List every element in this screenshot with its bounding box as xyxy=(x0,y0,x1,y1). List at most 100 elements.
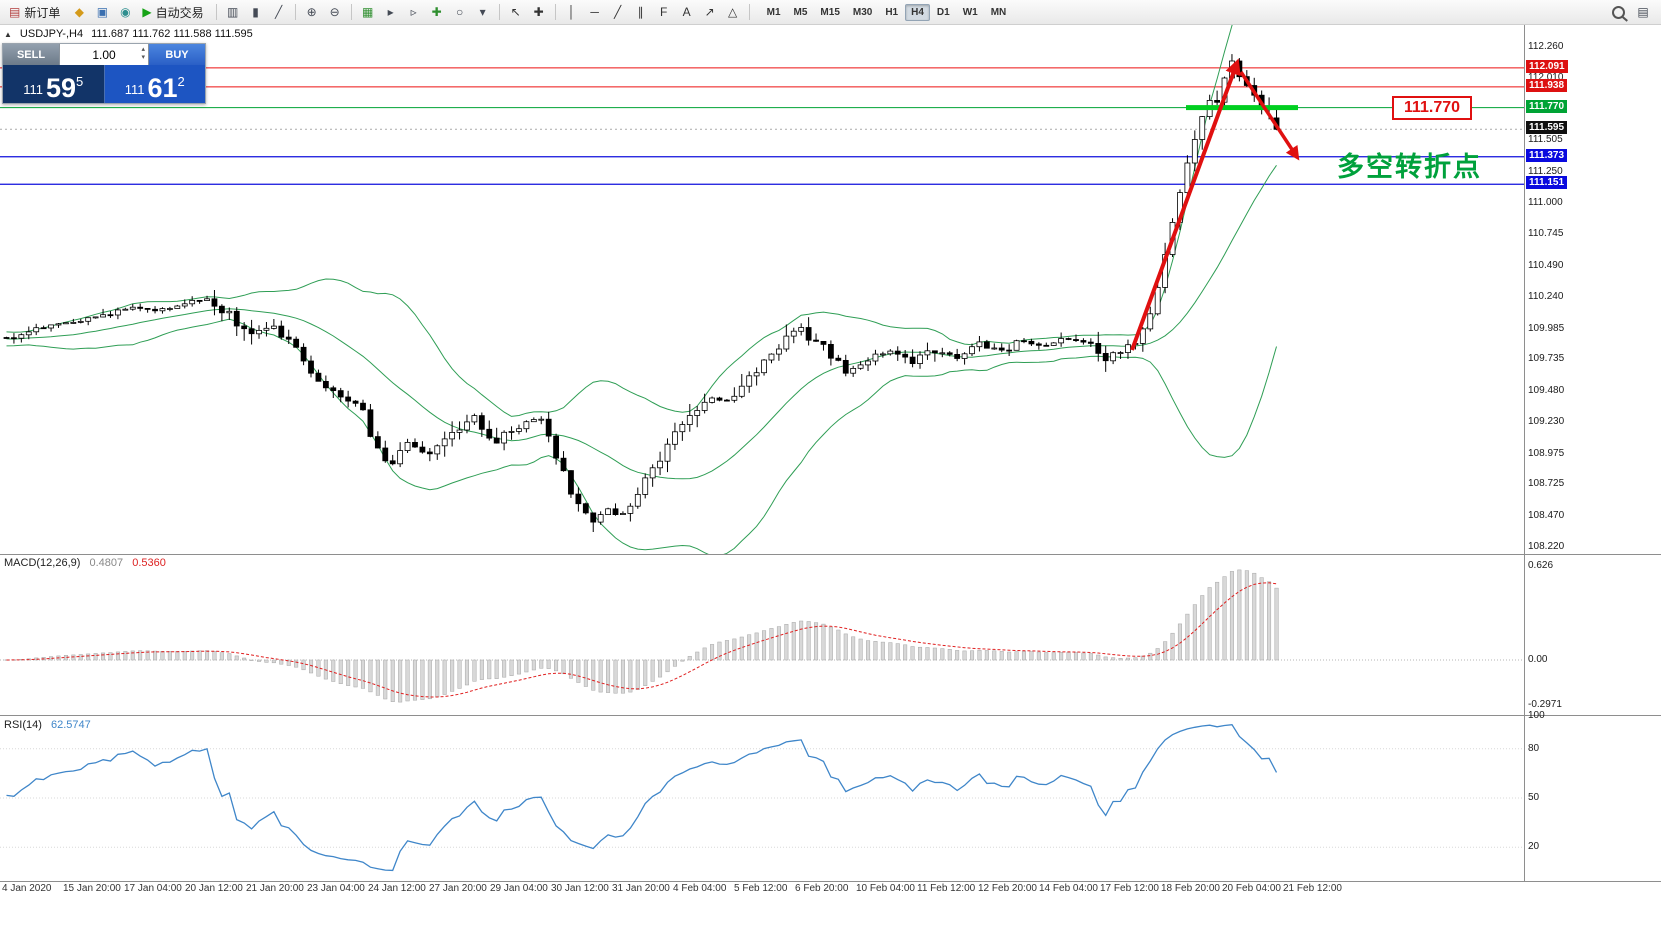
line-chart-icon[interactable]: ╱ xyxy=(274,5,283,19)
trendline-icon[interactable]: ╱ xyxy=(613,5,622,19)
auto-scroll-icon[interactable]: ▸ xyxy=(387,5,394,19)
time-axis-label: 17 Jan 04:00 xyxy=(124,883,182,894)
toolbar-separator xyxy=(350,4,352,20)
buy-price[interactable]: 111 61 2 xyxy=(103,65,205,103)
timeframe-m1[interactable]: M1 xyxy=(766,6,781,18)
new-chart-icon[interactable]: ✚ xyxy=(431,5,442,19)
rsi-layer xyxy=(0,724,1524,872)
templates-icon[interactable]: ▾ xyxy=(479,5,486,19)
collapse-icon[interactable]: ▲ xyxy=(4,29,12,39)
time-axis-label: 29 Jan 04:00 xyxy=(490,883,548,894)
bar-chart-icon[interactable]: ▥ xyxy=(226,5,239,19)
macd-scale-label: -0.2971 xyxy=(1528,698,1562,710)
price-badge: 111.770 xyxy=(1526,99,1568,113)
time-axis-label: 23 Jan 04:00 xyxy=(307,883,365,894)
price-scale-label: 111.505 xyxy=(1528,134,1563,146)
macd-layer xyxy=(0,569,1524,703)
price-scale-label: 108.725 xyxy=(1528,478,1565,490)
volume-down-button[interactable]: ▾ xyxy=(141,53,145,61)
chart-shift-icon[interactable]: ▹ xyxy=(410,5,417,19)
price-scale-label: 109.735 xyxy=(1528,353,1565,365)
time-axis-label: 14 Feb 04:00 xyxy=(1039,883,1098,894)
tile-windows-icon[interactable]: ▦ xyxy=(361,5,374,19)
new-order-button[interactable]: ▤ 新订单 xyxy=(9,5,61,20)
one-click-trading-panel: SELL 1.00 ▴ ▾ BUY 111 59 5 111 61 2 xyxy=(2,43,206,104)
chart-window-icon[interactable]: ▤ xyxy=(1637,5,1649,19)
time-axis-label: 18 Feb 20:00 xyxy=(1161,883,1220,894)
autotrading-button[interactable]: ▶ 自动交易 xyxy=(142,5,204,20)
macd-main-value: 0.4807 xyxy=(89,557,124,569)
sell-price[interactable]: 111 59 5 xyxy=(3,65,104,103)
sell-price-prefix: 111 xyxy=(23,82,43,97)
price-scale-label: 109.480 xyxy=(1528,385,1565,397)
zoom-out-icon[interactable]: ⊖ xyxy=(329,5,340,19)
time-axis-label: 4 Jan 2020 xyxy=(2,883,52,894)
price-scale-label: 112.260 xyxy=(1528,41,1564,52)
timeframe-mn[interactable]: MN xyxy=(990,6,1007,18)
crosshair-icon[interactable]: ✚ xyxy=(533,5,544,19)
price-scale-label: 109.230 xyxy=(1528,415,1565,427)
horizontal-line-icon[interactable]: ─ xyxy=(590,5,599,19)
price-badge: 111.151 xyxy=(1526,176,1568,190)
macd-scale-label: 0.626 xyxy=(1528,559,1554,571)
shapes-icon[interactable]: △ xyxy=(727,5,738,19)
buy-price-big: 61 xyxy=(147,72,178,103)
timeframe-w1[interactable]: W1 xyxy=(962,6,978,18)
profiles-icon[interactable]: ▣ xyxy=(96,5,109,19)
timeframe-h4[interactable]: H4 xyxy=(905,3,930,21)
equidistant-channel-icon[interactable]: ∥ xyxy=(637,5,644,19)
timeframe-m5[interactable]: M5 xyxy=(793,6,808,18)
timeframe-m15[interactable]: M15 xyxy=(820,6,840,18)
price-scale-label: 110.745 xyxy=(1528,228,1564,240)
zoom-in-icon[interactable]: ⊕ xyxy=(306,5,317,19)
period-dropdown-icon[interactable]: ○ xyxy=(455,5,464,19)
text-label-icon[interactable]: A xyxy=(682,5,691,19)
time-axis-label: 21 Jan 20:00 xyxy=(246,883,304,894)
marketwatch-icon[interactable]: ◉ xyxy=(120,5,131,19)
macd-signal-value: 0.5360 xyxy=(132,557,166,569)
time-axis-label: 17 Feb 12:00 xyxy=(1100,883,1159,894)
indicators-icon[interactable]: ◆ xyxy=(74,5,84,19)
time-axis-label: 20 Feb 04:00 xyxy=(1222,883,1281,894)
candlestick-chart-icon[interactable]: ▮ xyxy=(252,5,259,19)
volume-up-button[interactable]: ▴ xyxy=(141,46,145,53)
vertical-line-icon[interactable]: │ xyxy=(567,5,576,19)
price-scale: 112.260 112.010 111.505 111.250 111.000 110.7… xyxy=(1524,0,1661,948)
macd-signal-line xyxy=(6,582,1277,698)
price-scale-label: 111.000 xyxy=(1528,196,1563,208)
bollinger-lower-band xyxy=(6,318,1277,554)
toolbar-separator xyxy=(554,4,556,20)
turning-point-annotation: 多空转折点 xyxy=(1337,152,1482,182)
price-badge: 112.091 xyxy=(1526,59,1568,73)
symbol-period: USDJPY-,H4 xyxy=(19,28,84,40)
time-axis-label: 12 Feb 20:00 xyxy=(978,883,1037,894)
toolbar: ▤ 新订单 ◆ ▣ ◉ ▶ 自动交易 ▥ ▮ ╱ ⊕ ⊖ ▦ ▸ ▹ ✚ ○ ▾ ↖ ✚ │ ─ ╱ ∥ F A ↗ △ M1 M5 M1… xyxy=(0,0,1661,25)
rsi-scale-label: 80 xyxy=(1528,742,1540,754)
buy-button[interactable]: BUY xyxy=(148,44,205,65)
search-icon[interactable] xyxy=(1607,1,1629,23)
price-scale-label: 108.470 xyxy=(1528,510,1565,522)
rsi-value: 62.5747 xyxy=(50,719,91,731)
autotrading-button-label: 自动交易 xyxy=(155,5,204,20)
candles-layer xyxy=(3,54,1280,532)
price-badge: 111.373 xyxy=(1526,148,1568,162)
time-axis-label: 4 Feb 04:00 xyxy=(673,883,727,894)
time-axis-label: 30 Jan 12:00 xyxy=(551,883,609,894)
fibonacci-icon[interactable]: F xyxy=(659,5,668,19)
time-axis-label: 10 Feb 04:00 xyxy=(856,883,915,894)
toolbar-separator xyxy=(294,4,296,20)
cursor-icon[interactable]: ↖ xyxy=(510,5,521,19)
timeframe-d1[interactable]: D1 xyxy=(936,6,950,18)
sell-button[interactable]: SELL xyxy=(3,44,60,65)
timeframe-h1[interactable]: H1 xyxy=(885,6,899,18)
price-badge: 111.595 xyxy=(1526,121,1568,135)
time-axis-label: 21 Feb 12:00 xyxy=(1283,883,1342,894)
time-axis-label: 6 Feb 20:00 xyxy=(795,883,849,894)
arrow-tool-icon[interactable]: ↗ xyxy=(704,5,715,19)
volume-input[interactable]: 1.00 ▴ ▾ xyxy=(60,44,148,65)
price-scale-label: 111.250 xyxy=(1528,165,1563,177)
rsi-scale-label: 20 xyxy=(1528,841,1540,853)
price-scale-label: 110.490 xyxy=(1528,260,1564,272)
timeframe-m30[interactable]: M30 xyxy=(852,6,873,18)
